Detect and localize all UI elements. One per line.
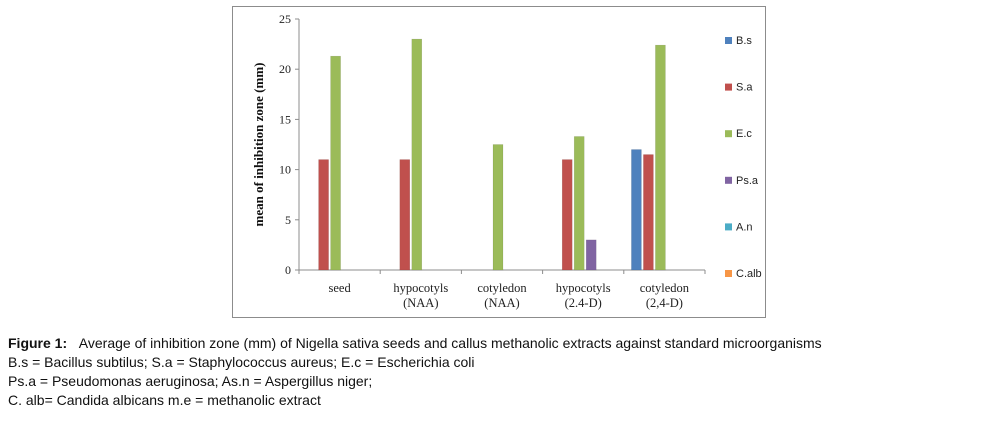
legend-swatch-psa [725, 176, 732, 184]
y-tick-label: 10 [279, 163, 291, 177]
bar-sa-1 [399, 159, 411, 271]
x-category-label: hypocotyls [393, 281, 448, 295]
x-category-label: (2,4-D) [646, 296, 683, 310]
figure-text: Average of inhibition zone (mm) of Nigel… [78, 335, 822, 351]
bar-ec-2 [492, 144, 504, 271]
legend-label-an: A.n [736, 221, 753, 233]
legend-label-sa: S.a [736, 82, 753, 94]
bar-ec-4 [655, 44, 666, 271]
legend-label-ec: E.c [736, 128, 752, 140]
bar-ec-1 [411, 38, 423, 271]
x-category-label: hypocotyls [556, 281, 611, 295]
x-category-label: (NAA) [403, 296, 438, 310]
chart-frame: 0 5 10 15 20 25 mean of inhibition zone (mm) se… [232, 6, 766, 318]
bar-bs-4 [631, 149, 642, 271]
bar-sa-3 [561, 159, 573, 271]
legend-swatch-calb [725, 270, 732, 277]
y-tick-label: 20 [279, 62, 291, 76]
figure-caption: Figure 1: Average of inhibition zone (mm… [8, 334, 980, 410]
caption-line-4: C. alb= Candida albicans m.e = methanoli… [8, 392, 321, 408]
figure-label: Figure 1: [8, 335, 68, 351]
bar-chart: 0 5 10 15 20 25 mean of inhibition zone (mm) se… [251, 12, 762, 310]
caption-line-1: Figure 1: Average of inhibition zone (mm… [8, 334, 980, 353]
y-tick-label: 25 [279, 12, 291, 26]
bar-ec-3 [573, 136, 585, 271]
legend-label-bs: B.s [736, 35, 752, 47]
caption-line-3: Ps.a = Pseudomonas aeruginosa; As.n = As… [8, 373, 373, 389]
caption-line-2: B.s = Bacillus subtilus; S.a = Staphyloc… [8, 354, 475, 370]
y-axis-label: mean of inhibition zone (mm) [251, 63, 266, 227]
bar-ec-0 [330, 55, 341, 271]
x-category-label: seed [328, 281, 351, 295]
x-category-label: cotyledon [477, 281, 527, 295]
legend-label-psa: Ps.a [736, 175, 759, 187]
legend-swatch-an [725, 223, 732, 231]
legend-label-calb: C.alb [736, 268, 762, 280]
y-tick-label: 5 [285, 213, 291, 227]
y-tick-label: 15 [279, 112, 291, 126]
y-tick-label: 0 [285, 263, 291, 277]
legend-swatch-sa [725, 83, 732, 91]
x-category-label: cotyledon [640, 281, 690, 295]
bar-sa-4 [643, 154, 654, 271]
x-category-label: (NAA) [484, 296, 519, 310]
bar-sa-0 [318, 159, 329, 271]
legend-swatch-ec [725, 130, 732, 138]
bar-psa-3 [585, 239, 597, 271]
legend-swatch-bs [725, 37, 732, 44]
x-category-label: (2.4-D) [565, 296, 602, 310]
